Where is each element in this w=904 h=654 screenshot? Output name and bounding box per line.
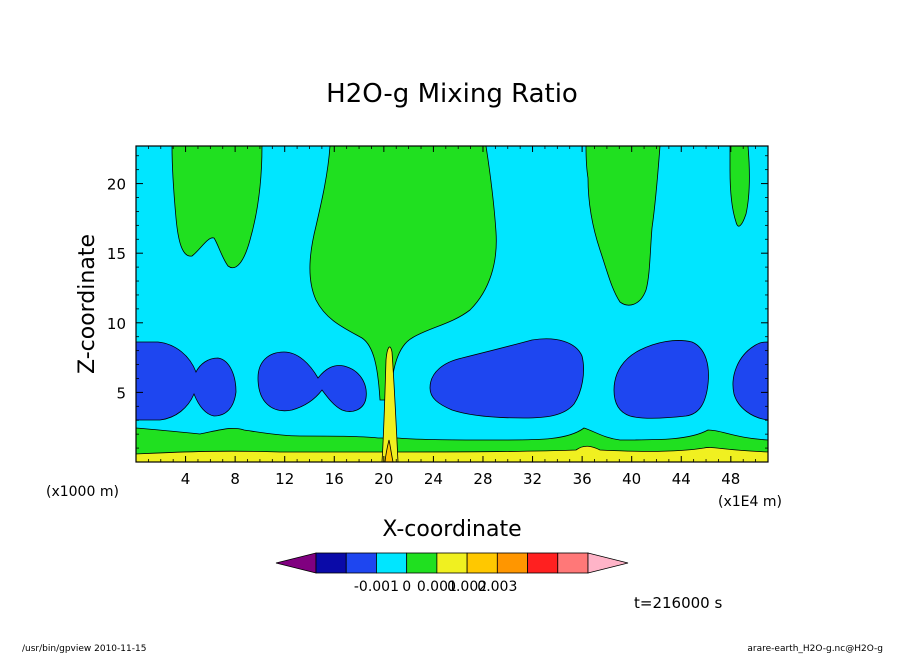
colorbar-low-arrow: [275, 552, 317, 574]
y-tick-label: 5: [116, 384, 126, 402]
colorbar-swatch: [527, 552, 559, 574]
contour-blue-cell-1: [136, 341, 237, 421]
x-axis-label: X-coordinate: [382, 517, 521, 542]
x-tick-label: 28: [473, 470, 492, 488]
y-tick-label: 20: [107, 176, 126, 194]
colorbar-label: 0.001: [417, 579, 457, 595]
x-tick-label: 20: [374, 470, 393, 488]
colorbar-swatch: [466, 552, 498, 574]
contour-green-upper-4: [729, 146, 750, 227]
colorbar-swatch: [315, 552, 347, 574]
y-tick-label: 10: [107, 315, 126, 333]
colorbar-swatch: [496, 552, 528, 574]
colorbar-swatch: [406, 552, 438, 574]
x-axis: 4 8 12 16 20 24 28 32 36 40 44 48: [147, 146, 757, 488]
x-tick-label: 32: [523, 470, 542, 488]
y-axis-label: Z-coordinate: [75, 234, 100, 374]
footer-left: /usr/bin/gpview 2010-11-15: [22, 644, 146, 654]
time-label: t=216000 s: [634, 594, 722, 612]
colorbar-swatch: [345, 552, 377, 574]
colorbar-high-arrow: [587, 552, 629, 574]
x-tick-label: 16: [325, 470, 344, 488]
x-tick-label: 12: [275, 470, 294, 488]
colorbar-label: -0.001: [354, 579, 399, 595]
colorbar-label: 0.002: [447, 579, 487, 595]
plot-frame: [135, 145, 769, 463]
contour-yellow-base: [136, 445, 768, 462]
chart-title: H2O-g Mixing Ratio: [326, 79, 578, 109]
colorbar-swatch: [436, 552, 468, 574]
x-tick-label: 40: [622, 470, 641, 488]
contour-blue-cell-5: [732, 341, 768, 421]
x-unit-label: (x1E4 m): [718, 494, 782, 510]
contour-blue-cell-3: [429, 338, 584, 419]
footer-right: arare-earth_H2O-g.nc@H2O-g: [747, 644, 883, 654]
x-tick-label: 48: [721, 470, 740, 488]
colorbar-label: 0: [402, 579, 411, 595]
contour-field: [136, 146, 768, 462]
contour-green-upper-3: [585, 146, 661, 306]
x-tick-label: 44: [672, 470, 691, 488]
contour-blue-cell-2: [257, 351, 367, 412]
colorbar-swatch: [557, 552, 589, 574]
colorbar-label: 0.003: [477, 579, 517, 595]
x-tick-label: 24: [424, 470, 443, 488]
contour-green-upper-1: [171, 146, 263, 268]
y-axis: 5 10 15 20: [107, 155, 768, 449]
x-tick-label: 4: [181, 470, 191, 488]
y-unit-label: (x1000 m): [46, 484, 119, 500]
contour-yellow-column: [381, 346, 399, 462]
contour-orange-spike: [384, 439, 394, 462]
contour-blue-cell-4: [613, 340, 709, 419]
colorbar-swatch: [376, 552, 408, 574]
y-tick-label: 15: [107, 245, 126, 263]
x-tick-label: 8: [230, 470, 240, 488]
x-tick-label: 36: [573, 470, 592, 488]
